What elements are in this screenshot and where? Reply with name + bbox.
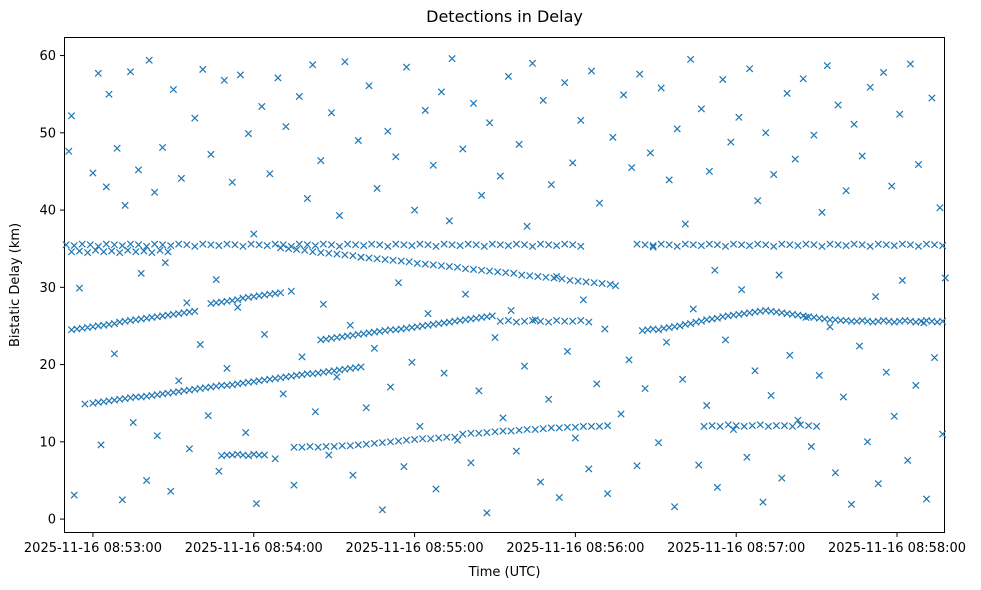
scatter-series-track-descending-35-to-30 (276, 244, 614, 288)
y-axis-label: Bistatic Delay (km) (8, 222, 23, 348)
x-tick-label: 2025-11-16 08:57:00 (667, 541, 805, 556)
y-tick-label: 30 (39, 281, 56, 296)
scatter-series-track-rising-23-to-26 (317, 312, 496, 344)
axes-spines (64, 37, 945, 533)
x-tick-label: 2025-11-16 08:53:00 (24, 541, 162, 556)
y-tick-label: 60 (39, 49, 56, 64)
scatter-series-track-rising-9-to-12 (290, 421, 612, 451)
x-tick-label: 2025-11-16 08:54:00 (185, 541, 323, 556)
x-tick-label: 2025-11-16 08:56:00 (506, 541, 644, 556)
scatter-series-track-rising-28-to-29 (207, 289, 285, 308)
x-tick-label: 2025-11-16 08:58:00 (828, 541, 966, 556)
scatter-series-band-late-25-27 (638, 306, 947, 335)
scatter-series-band-34.6-early (67, 246, 172, 257)
y-tick-label: 50 (39, 126, 56, 141)
y-tick-label: 40 (39, 204, 56, 219)
y-tick-label: 20 (39, 358, 56, 373)
x-axis-label: Time (UTC) (468, 565, 541, 580)
scatter-series-track-rising-24.5-to-27 (67, 307, 199, 334)
scatter-series-clutter (65, 54, 949, 517)
scatter-series-track-late-flat-12 (700, 421, 821, 431)
scatter-series-track-flat-25.6 (496, 316, 593, 326)
y-tick-label: 10 (39, 435, 56, 450)
chart-title: Detections in Delay (426, 7, 583, 26)
scatter-series-track-rising-15-to-19.7 (89, 363, 365, 407)
x-tick-label: 2025-11-16 08:55:00 (346, 541, 484, 556)
scatter-series-track-short-8.3 (217, 450, 269, 460)
scatter-series-band-35km-persistent (62, 240, 947, 251)
y-tick-label: 0 (48, 513, 56, 528)
